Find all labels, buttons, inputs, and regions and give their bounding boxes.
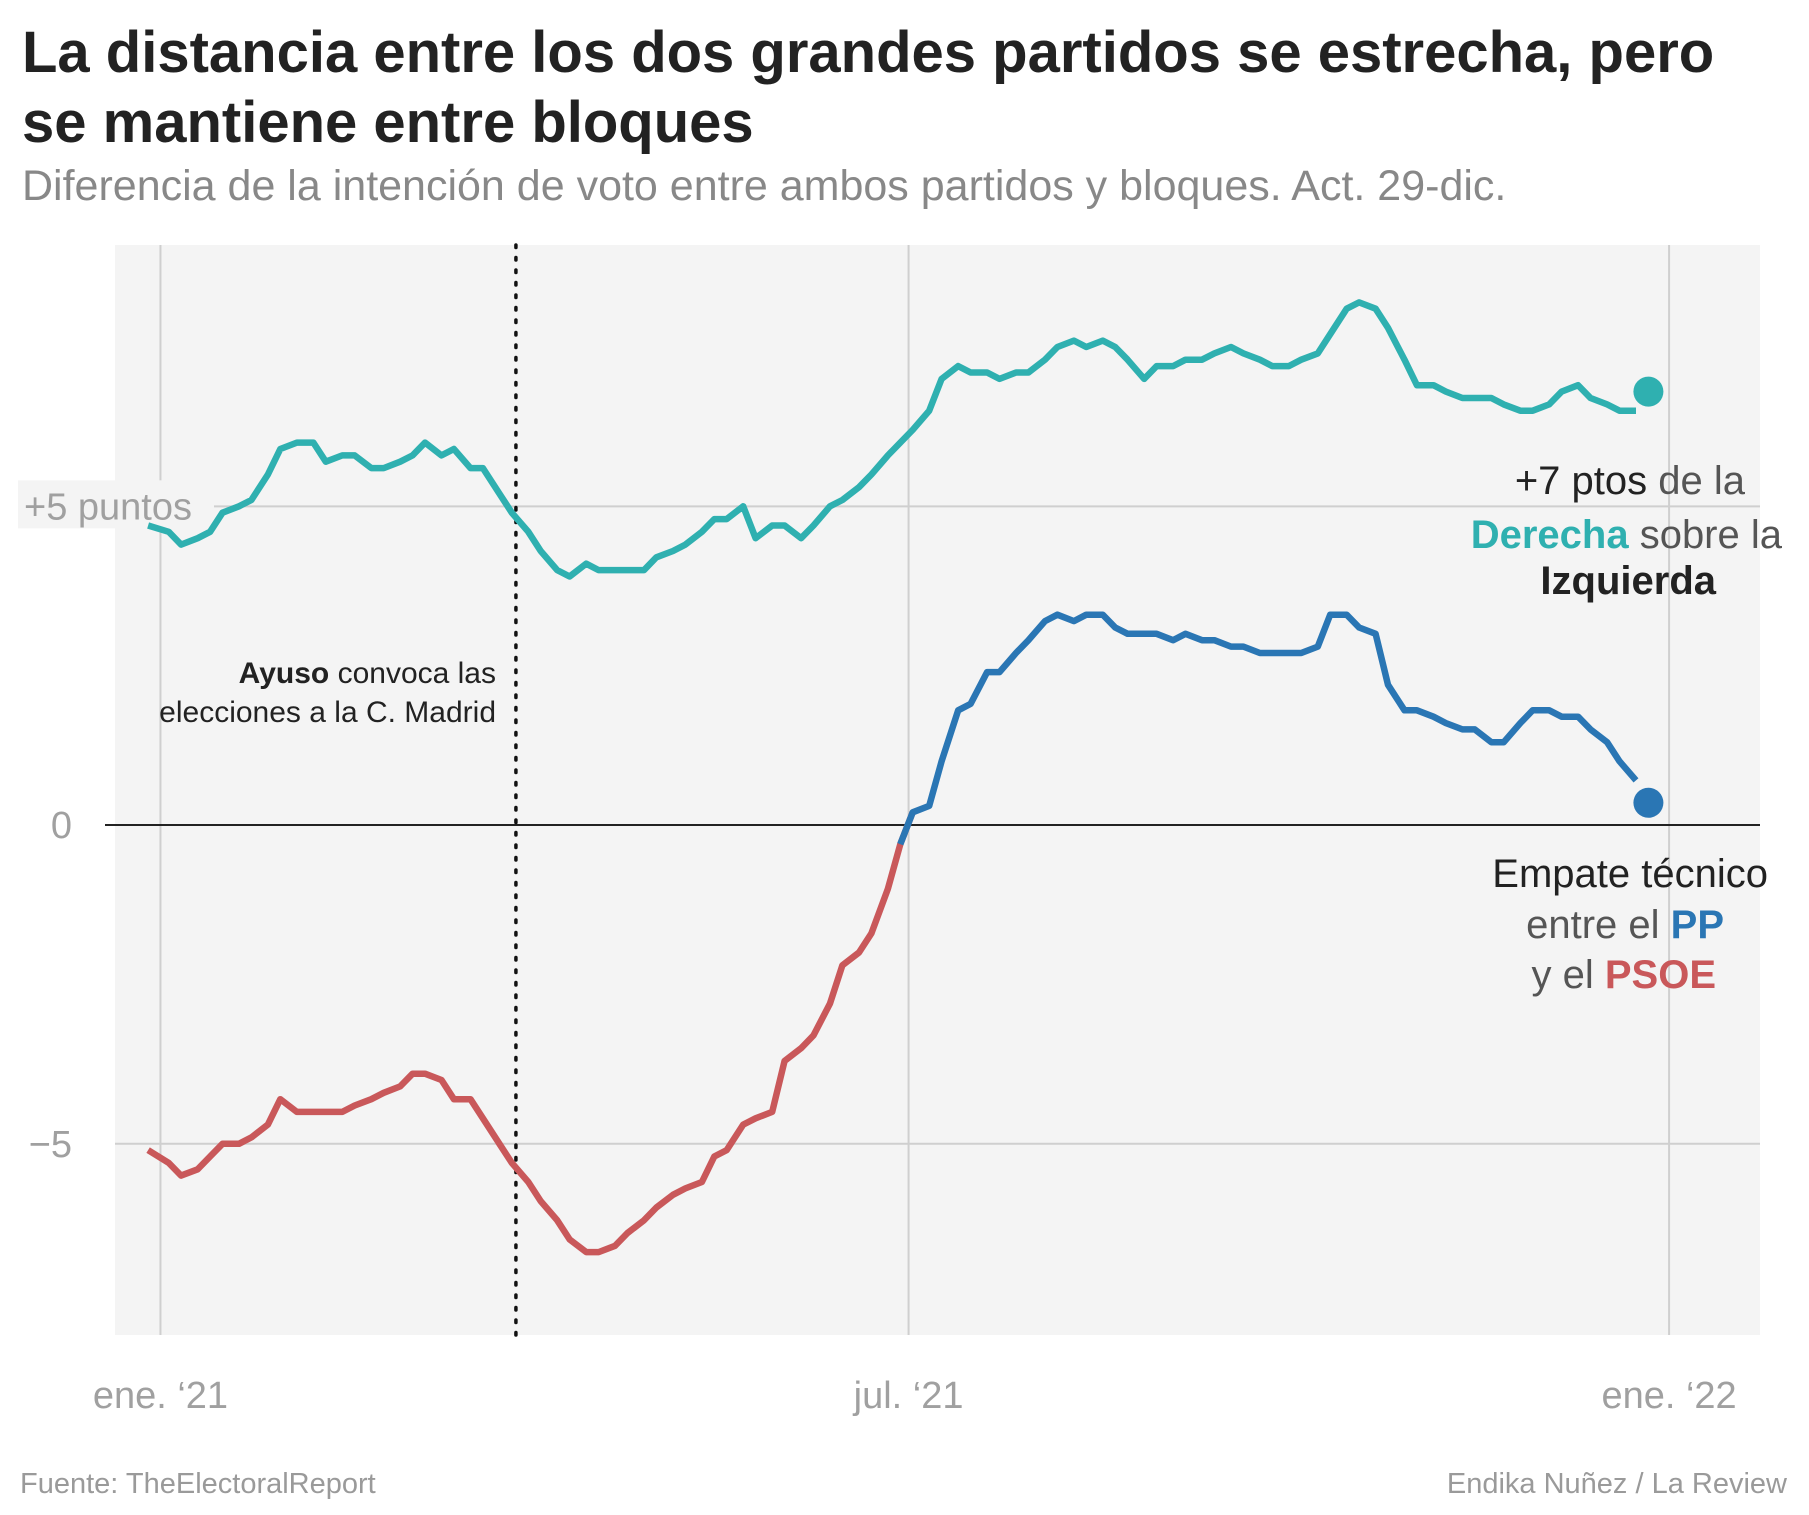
series-line-bloques (147, 299, 1636, 580)
ayuso-annotation-line2: elecciones a la C. Madrid (159, 696, 496, 729)
axis-ticks: ene. ‘21 jul. ‘21 ene. ‘22 +5 puntos 0 −5 (18, 480, 1737, 1417)
chart-title: La distancia entre los dos grandes parti… (22, 20, 1715, 155)
bloques-dela: de la (1647, 459, 1746, 503)
plot-background (115, 245, 1760, 1335)
grid (105, 245, 1760, 1335)
series-lines (146, 299, 1639, 1256)
izquierda-label: Izquierda (1540, 559, 1716, 603)
sobre-la: sobre la (1629, 513, 1783, 557)
author-credit: Endika Nuñez / La Review (1446, 1468, 1787, 1500)
x-tick-label: ene. ‘22 (1601, 1375, 1736, 1417)
end-markers (1633, 376, 1664, 818)
chart-subtitle: Diferencia de la intención de voto entre… (22, 162, 1507, 210)
y-tick-label: −5 (29, 1124, 72, 1166)
bloques-ptos: +7 ptos (1515, 459, 1647, 503)
derecha-label: Derecha (1471, 513, 1630, 557)
x-tick-label: jul. ‘21 (853, 1375, 964, 1417)
entre-el: entre el (1526, 903, 1671, 947)
pp-label-line1: Empate técnico (1492, 852, 1768, 896)
series-line-psoe-lead (146, 811, 916, 1256)
x-tick-label: ene. ‘21 (93, 1375, 228, 1417)
bloques-label-line1: +7 ptos de la (1515, 459, 1746, 503)
end-marker-bloques (1633, 376, 1664, 407)
psoe-label: PSOE (1605, 953, 1716, 997)
source-note: Fuente: TheElectoralReport (20, 1468, 376, 1500)
pp-label-line3: y el PSOE (1531, 953, 1716, 997)
bloques-label-line2: Derecha sobre la (1471, 513, 1783, 557)
ayuso-rest: convoca las (329, 657, 496, 690)
y-el: y el (1531, 953, 1604, 997)
y-tick-label: 0 (51, 805, 72, 847)
ayuso-bold: Ayuso (239, 657, 330, 690)
series-line-pp-lead (897, 611, 1639, 846)
y-tick-label-bg (18, 480, 214, 529)
y-tick-label: +5 puntos (24, 486, 192, 528)
pp-label: PP (1671, 903, 1724, 947)
pp-label-line2: entre el PP (1526, 903, 1724, 947)
ayuso-annotation-line1: Ayuso convoca las (239, 657, 496, 690)
end-marker-partidos (1633, 787, 1664, 818)
